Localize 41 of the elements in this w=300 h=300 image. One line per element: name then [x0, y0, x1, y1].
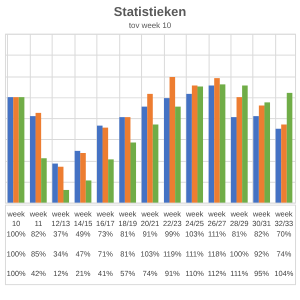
bar — [214, 78, 220, 203]
bar — [142, 106, 148, 203]
bar — [175, 106, 181, 203]
bar — [236, 97, 242, 203]
bar — [258, 106, 264, 203]
bar — [58, 166, 64, 203]
bar — [36, 112, 42, 203]
bar — [208, 85, 214, 203]
bar — [18, 97, 24, 203]
bar — [242, 85, 248, 203]
bar — [197, 86, 204, 203]
bar — [80, 153, 86, 203]
chart-subtitle: tov week 10 — [128, 20, 172, 30]
bar — [264, 102, 270, 203]
bar — [119, 117, 125, 203]
bar — [96, 126, 103, 203]
bar — [13, 97, 19, 203]
bar — [52, 164, 58, 203]
bar — [276, 128, 282, 203]
bar — [102, 128, 108, 203]
chart-title: Statistieken — [114, 4, 186, 19]
bar — [192, 85, 198, 203]
bar — [253, 116, 259, 203]
bar — [147, 94, 153, 203]
bar — [8, 97, 14, 203]
bar — [124, 117, 130, 203]
bar — [130, 142, 136, 203]
bar — [108, 159, 114, 203]
bar — [152, 124, 158, 203]
bar — [170, 77, 176, 203]
bar — [286, 92, 292, 203]
bar — [30, 116, 36, 203]
bar — [74, 150, 80, 203]
bar — [220, 84, 226, 203]
bar — [186, 94, 192, 203]
bar — [63, 190, 70, 203]
bar — [86, 180, 92, 203]
bar — [230, 117, 237, 203]
bar — [164, 98, 170, 203]
bar — [281, 124, 287, 203]
bar — [41, 158, 47, 203]
